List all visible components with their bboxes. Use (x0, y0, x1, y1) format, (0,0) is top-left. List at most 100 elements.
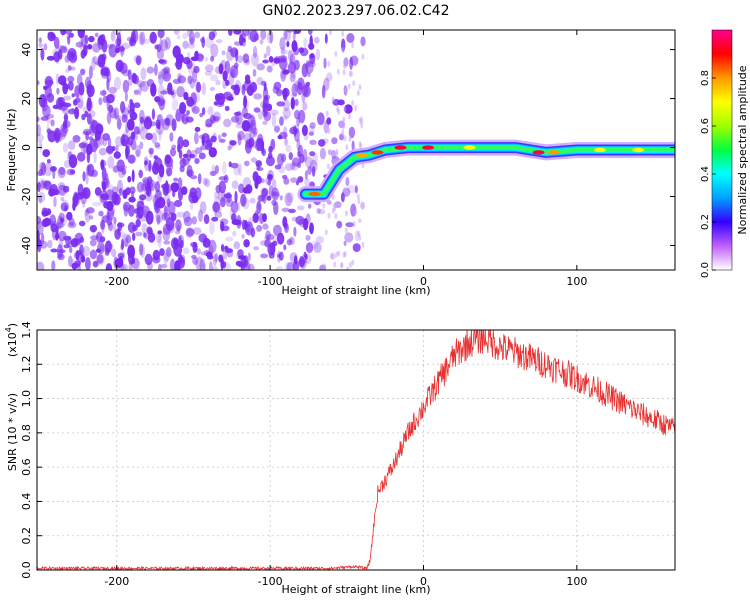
noise-blob (74, 232, 84, 244)
noise-blob (290, 70, 297, 79)
noise-blob (135, 144, 141, 158)
noise-blob (145, 132, 153, 141)
noise-blob (107, 207, 115, 221)
noise-blob (116, 32, 122, 46)
noise-blob (41, 218, 49, 228)
noise-blob (237, 55, 244, 63)
noise-blob (303, 130, 309, 141)
noise-blob (230, 200, 239, 214)
noise-blob (247, 252, 251, 262)
noise-blob (253, 93, 263, 100)
noise-blob (267, 173, 273, 181)
noise-blob (256, 167, 264, 171)
noise-blob (207, 254, 214, 260)
noise-blob (98, 147, 107, 156)
noise-blob (222, 161, 227, 175)
noise-blob (182, 40, 189, 49)
noise-blob (295, 215, 305, 225)
noise-blob (99, 236, 106, 243)
x-tick-label: 100 (566, 275, 587, 288)
noise-blob (42, 149, 50, 158)
noise-blob (293, 226, 297, 237)
noise-blob (38, 195, 43, 204)
noise-blob (346, 266, 350, 270)
noise-blob (77, 252, 85, 263)
noise-blob (255, 160, 262, 168)
noise-blob (40, 232, 45, 245)
noise-blob (304, 156, 314, 169)
noise-blob (296, 116, 300, 127)
noise-blob (217, 134, 222, 140)
noise-blob (118, 46, 125, 52)
noise-blob (321, 84, 326, 99)
noise-blob (342, 123, 345, 130)
noise-blob (209, 221, 215, 235)
noise-blob (131, 169, 135, 183)
noise-blob (107, 156, 115, 169)
noise-blob (318, 209, 326, 215)
noise-blob (141, 223, 148, 235)
noise-blob (154, 63, 158, 76)
noise-blob (297, 259, 307, 264)
noise-blob (37, 216, 42, 225)
noise-blob (130, 131, 136, 140)
noise-blob (144, 253, 153, 265)
colorbar-ticks: 0.0 0.2 0.4 0.6 0.8 (700, 70, 716, 278)
y-tick-label: 20 (20, 92, 33, 106)
noise-blob (143, 232, 147, 238)
noise-blob (243, 239, 250, 248)
noise-blob (223, 91, 233, 100)
noise-blob (53, 127, 62, 141)
y-tick-label: 40 (20, 43, 33, 57)
noise-blob (163, 88, 172, 95)
noise-blob (83, 128, 92, 135)
noise-blob (139, 194, 147, 201)
noise-blob (286, 239, 292, 246)
noise-blob (240, 193, 247, 207)
noise-blob (275, 266, 284, 270)
noise-blob (38, 37, 42, 43)
noise-blob (73, 193, 78, 207)
noise-blob (207, 106, 214, 116)
noise-blob (121, 238, 125, 250)
noise-blob (307, 203, 312, 209)
noise-blob (348, 136, 352, 142)
noise-blob (351, 42, 355, 49)
noise-blob (194, 132, 199, 145)
noise-blob (319, 147, 326, 160)
noise-blob (91, 56, 96, 71)
noise-blob (99, 90, 107, 96)
noise-blob (283, 99, 290, 112)
noise-blob (172, 45, 181, 59)
noise-blob (140, 198, 144, 205)
noise-blob (283, 244, 287, 251)
noise-blob (113, 191, 118, 199)
noise-blob (85, 207, 95, 214)
noise-blob (124, 91, 128, 102)
noise-blob (253, 127, 258, 135)
noise-blob (211, 216, 219, 222)
noise-blob (192, 227, 202, 235)
noise-blob (281, 207, 290, 212)
noise-blob (263, 53, 267, 59)
noise-blob (196, 81, 202, 93)
noise-blob (361, 53, 365, 60)
noise-blob (213, 203, 218, 216)
noise-blob (273, 81, 282, 91)
noise-blob (267, 152, 273, 159)
noise-blob (241, 197, 250, 210)
noise-blob (51, 260, 56, 270)
noise-blob (343, 251, 347, 258)
noise-blob (215, 80, 221, 86)
noise-blob (152, 194, 159, 208)
y-scale-factor-exponent: 4 (4, 327, 13, 332)
noise-blob (186, 110, 190, 116)
noise-blob (127, 175, 132, 183)
noise-blob (94, 136, 103, 141)
noise-blob (279, 37, 286, 51)
noise-blob (253, 131, 258, 138)
noise-blob (74, 85, 81, 98)
y-tick-label: 1.0 (20, 390, 33, 408)
noise-blob (69, 66, 76, 71)
